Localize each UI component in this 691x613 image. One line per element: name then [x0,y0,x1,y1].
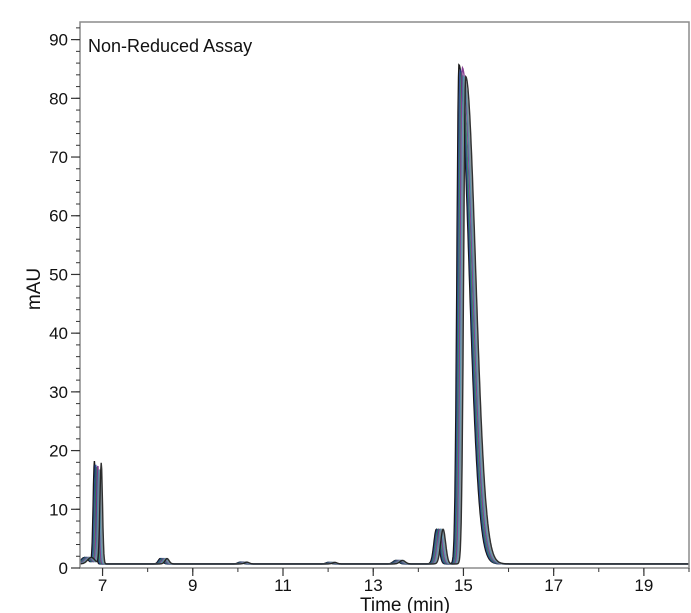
y-tick-label: 70 [49,148,68,167]
y-tick-label: 0 [59,559,68,578]
plot-frame [79,21,690,569]
chart-title: Non-Reduced Assay [88,36,252,56]
chromatogram-trace-7 [80,74,689,565]
x-axis: 7 9 11 13 15 17 19 [98,568,690,595]
x-tick-label: 15 [454,576,473,595]
x-tick-label: 7 [98,576,107,595]
x-axis-title: Time (min) [360,595,450,613]
y-tick-label: 60 [49,207,68,226]
y-tick-label: 90 [49,31,68,50]
y-tick-label: 50 [49,265,68,284]
y-tick-label: 10 [49,500,68,519]
y-tick-label: 20 [49,442,68,461]
x-tick-label: 17 [544,576,563,595]
x-tick-label: 13 [364,576,383,595]
y-tick-label: 40 [49,324,68,343]
x-tick-label: 9 [188,576,197,595]
trace-layer [80,63,689,565]
x-tick-label: 11 [274,576,292,595]
x-tick-label: 19 [634,576,653,595]
y-tick-label: 80 [49,89,68,108]
y-tick-label: 30 [49,383,68,402]
y-axis-title: mAU [24,268,45,310]
y-axis: 0 10 20 30 40 50 60 70 80 90 [49,27,80,578]
